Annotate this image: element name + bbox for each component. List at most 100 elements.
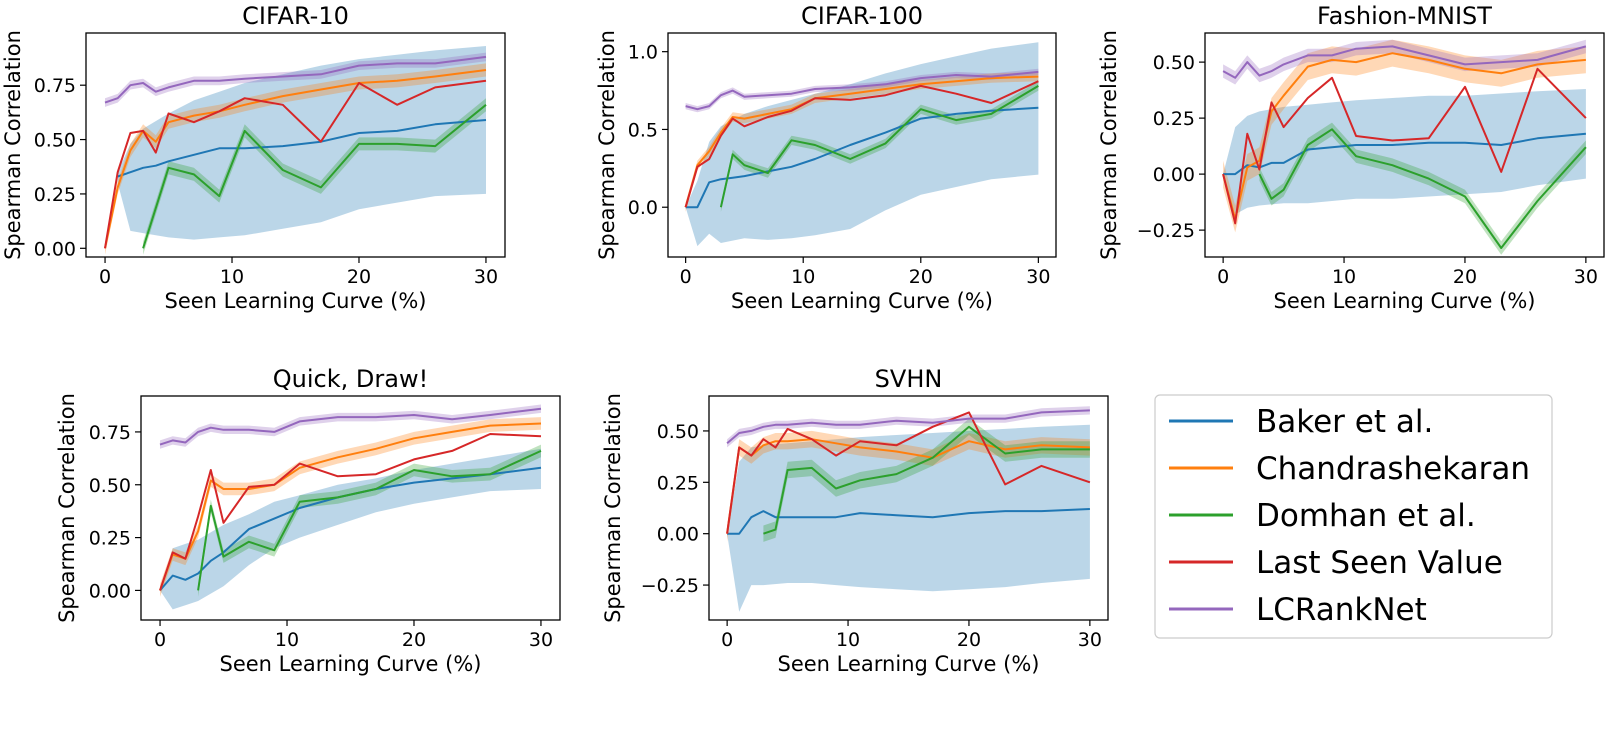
series-line-last bbox=[1222, 67, 1587, 225]
axes-frame bbox=[85, 32, 506, 258]
y-tick-label: −0.25 bbox=[641, 575, 699, 597]
x-tick-label: 20 bbox=[347, 266, 371, 288]
chart-title: SVHN bbox=[875, 365, 943, 393]
y-axis-label: Spearman Correlation bbox=[1097, 30, 1121, 260]
x-tick-label: 10 bbox=[836, 629, 860, 651]
y-tick-label: 0.5 bbox=[628, 119, 658, 141]
chart-title: Fashion-MNIST bbox=[1317, 2, 1492, 30]
chart-title: CIFAR-100 bbox=[801, 2, 923, 30]
legend-entry-baker: Baker et al. bbox=[1169, 404, 1433, 440]
band-lcrank bbox=[160, 404, 541, 449]
x-tick-label: 10 bbox=[275, 629, 299, 651]
series-line-chandra bbox=[726, 438, 1090, 534]
panel-cifar-100: CIFAR-100 Seen Learning Curve (%) Spearm… bbox=[595, 2, 1057, 313]
y-axis-label: Spearman Correlation bbox=[595, 30, 619, 260]
y-tick-label: 0.25 bbox=[657, 472, 699, 494]
y-tick-label: 0.50 bbox=[34, 130, 76, 152]
y-tick-label: 0.75 bbox=[34, 75, 76, 97]
legend-entry-chandrashekaran: Chandrashekaran bbox=[1169, 451, 1530, 487]
x-tick-label: 20 bbox=[909, 266, 933, 288]
legend-label-domhan: Domhan et al. bbox=[1256, 498, 1476, 534]
plot-area bbox=[684, 42, 1039, 247]
series-line-baker bbox=[117, 119, 487, 178]
y-tick-label: 0.50 bbox=[1153, 52, 1195, 74]
x-tick-label: 30 bbox=[529, 629, 553, 651]
band-chandra bbox=[160, 417, 541, 597]
y-tick-label: 0.75 bbox=[89, 422, 131, 444]
legend-entry-last-seen-value: Last Seen Value bbox=[1169, 545, 1503, 581]
x-axis-label: Seen Learning Curve (%) bbox=[1274, 289, 1536, 313]
series-line-domhan bbox=[719, 85, 1039, 208]
plot-area bbox=[104, 46, 487, 255]
x-axis-label: Seen Learning Curve (%) bbox=[220, 652, 482, 676]
x-tick-label: 10 bbox=[220, 266, 244, 288]
band-lcrank bbox=[1223, 39, 1586, 85]
legend-label-last-seen-value: Last Seen Value bbox=[1256, 545, 1503, 581]
y-tick-label: 1.0 bbox=[628, 42, 658, 64]
x-tick-label: 30 bbox=[1026, 266, 1050, 288]
panel-cifar-10: CIFAR-10 Seen Learning Curve (%) Spearma… bbox=[1, 2, 506, 313]
panel-svhn: SVHN Seen Learning Curve (%) Spearman Co… bbox=[601, 365, 1109, 676]
band-baker bbox=[160, 448, 541, 610]
series-line-domhan bbox=[197, 449, 542, 591]
series-line-domhan bbox=[763, 425, 1090, 535]
chart-title: CIFAR-10 bbox=[242, 2, 349, 30]
y-tick-label: 0.25 bbox=[34, 184, 76, 206]
x-tick-label: 30 bbox=[1078, 629, 1102, 651]
series-line-last bbox=[684, 80, 1039, 208]
legend: Baker et al. Chandrashekaran Domhan et a… bbox=[1154, 394, 1553, 639]
y-tick-label: 0.00 bbox=[89, 580, 131, 602]
x-tick-label: 30 bbox=[474, 266, 498, 288]
y-tick-label: 0.00 bbox=[1153, 164, 1195, 186]
plot-area bbox=[1222, 39, 1587, 255]
y-tick-label: 0.00 bbox=[34, 238, 76, 260]
x-tick-label: 20 bbox=[402, 629, 426, 651]
y-tick-label: −0.25 bbox=[1137, 220, 1195, 242]
legend-label-chandrashekaran: Chandrashekaran bbox=[1256, 451, 1530, 487]
series-line-domhan bbox=[142, 104, 487, 249]
x-tick-label: 20 bbox=[1453, 266, 1477, 288]
series-line-domhan bbox=[1258, 128, 1587, 249]
series-line-lcrank bbox=[1222, 45, 1587, 79]
y-axis-label: Spearman Correlation bbox=[1, 30, 25, 260]
series-line-baker bbox=[159, 466, 542, 592]
band-lcrank bbox=[685, 68, 1039, 113]
legend-entry-lcranknet: LCRankNet bbox=[1169, 592, 1427, 628]
y-tick-label: 0.25 bbox=[1153, 108, 1195, 130]
axes-frame bbox=[1204, 32, 1605, 258]
series-line-last bbox=[159, 433, 542, 591]
series-line-lcrank bbox=[104, 55, 487, 104]
legend-label-baker: Baker et al. bbox=[1256, 404, 1433, 440]
chart-title: Quick, Draw! bbox=[273, 365, 428, 393]
legend-entry-domhan: Domhan et al. bbox=[1169, 498, 1476, 534]
x-tick-label: 0 bbox=[154, 629, 166, 651]
series-line-last bbox=[104, 79, 487, 249]
legend-frame bbox=[1154, 394, 1553, 639]
band-chandra bbox=[105, 63, 486, 255]
x-axis-label: Seen Learning Curve (%) bbox=[778, 652, 1040, 676]
band-lcrank bbox=[105, 52, 486, 107]
y-tick-label: 0.00 bbox=[657, 524, 699, 546]
y-tick-label: 0.50 bbox=[89, 475, 131, 497]
x-tick-label: 0 bbox=[99, 266, 111, 288]
band-chandra bbox=[1223, 39, 1586, 233]
y-axis-label: Spearman Correlation bbox=[601, 393, 625, 623]
x-tick-label: 0 bbox=[721, 629, 733, 651]
x-tick-label: 30 bbox=[1574, 266, 1598, 288]
y-axis-label: Spearman Correlation bbox=[55, 393, 79, 623]
band-baker bbox=[685, 42, 1039, 247]
band-baker bbox=[1223, 89, 1586, 215]
x-axis-label: Seen Learning Curve (%) bbox=[165, 289, 427, 313]
x-tick-label: 0 bbox=[1217, 266, 1229, 288]
axes-frame bbox=[140, 395, 561, 621]
y-tick-label: 0.0 bbox=[628, 197, 658, 219]
y-tick-label: 0.50 bbox=[657, 421, 699, 443]
x-tick-label: 10 bbox=[791, 266, 815, 288]
series-line-lcrank bbox=[726, 409, 1090, 445]
band-lcrank bbox=[727, 406, 1090, 448]
x-tick-label: 0 bbox=[680, 266, 692, 288]
plot-area bbox=[726, 406, 1091, 612]
x-tick-label: 10 bbox=[1332, 266, 1356, 288]
x-tick-label: 20 bbox=[957, 629, 981, 651]
